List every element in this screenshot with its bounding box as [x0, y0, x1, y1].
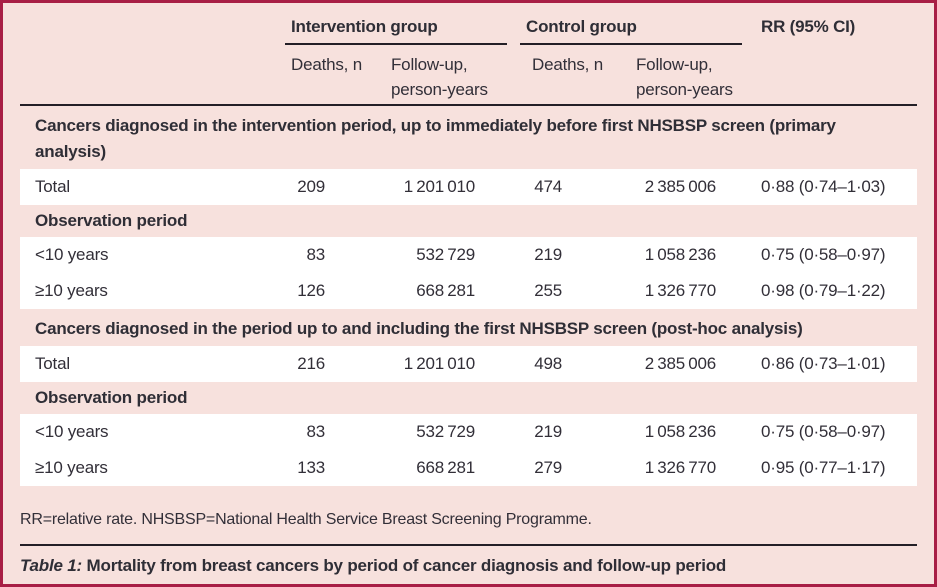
deaths-control: 474: [534, 177, 562, 196]
subsection-title: Observation period: [35, 388, 188, 407]
personyears-intervention: 668 281: [416, 458, 475, 477]
col-header-followup-control: Follow-up, person-years: [630, 45, 755, 106]
rr-value: 0·75 (0·58–0·97): [761, 422, 886, 441]
table-caption-number: Table 1:: [20, 556, 83, 575]
deaths-intervention: 133: [297, 458, 325, 477]
personyears-intervention: 1 201 010: [403, 177, 475, 196]
rr-value: 0·75 (0·58–0·97): [761, 245, 886, 264]
personyears-intervention: 1 201 010: [403, 354, 475, 373]
deaths-intervention: 83: [306, 245, 325, 264]
table-row: ≥10 years 133 668 281 279 1 326 770 0·95…: [20, 450, 917, 486]
deaths-control: 255: [534, 281, 562, 300]
deaths-control: 219: [534, 422, 562, 441]
deaths-control: 498: [534, 354, 562, 373]
subsection-header-observation-period: Observation period: [20, 382, 917, 414]
section-title: Cancers diagnosed in the intervention pe…: [35, 116, 836, 161]
col-header-deaths-control: Deaths, n: [520, 45, 630, 106]
empty-rr-subheader-cell: [755, 45, 917, 106]
empty-subheader-cell: [20, 45, 285, 106]
personyears-intervention: 668 281: [416, 281, 475, 300]
row-label: <10 years: [35, 422, 109, 441]
control-group-header: Control group: [520, 17, 742, 45]
table-row: <10 years 83 532 729 219 1 058 236 0·75 …: [20, 414, 917, 450]
rr-header: RR (95% CI): [761, 17, 856, 36]
personyears-control: 1 058 236: [644, 245, 716, 264]
row-label: ≥10 years: [35, 458, 108, 477]
section-header-primary: Cancers diagnosed in the intervention pe…: [20, 105, 917, 169]
column-header-row: Deaths, n Follow-up, person-years Deaths…: [20, 45, 917, 106]
rr-value: 0·88 (0·74–1·03): [761, 177, 886, 196]
subsection-title: Observation period: [35, 211, 188, 230]
personyears-intervention: 532 729: [416, 422, 475, 441]
row-label: ≥10 years: [35, 281, 108, 300]
row-label: <10 years: [35, 245, 109, 264]
deaths-intervention: 209: [297, 177, 325, 196]
empty-header-cell: [20, 11, 285, 45]
row-label: Total: [35, 354, 70, 373]
personyears-control: 2 385 006: [644, 354, 716, 373]
deaths-intervention: 126: [297, 281, 325, 300]
deaths-control: 279: [534, 458, 562, 477]
caption-divider: [20, 544, 917, 546]
control-group-header-cell: Control group: [520, 11, 755, 45]
personyears-intervention: 532 729: [416, 245, 475, 264]
personyears-control: 1 326 770: [644, 281, 716, 300]
deaths-control: 219: [534, 245, 562, 264]
col-header-followup-intervention: Follow-up, person-years: [385, 45, 520, 106]
table-row: ≥10 years 126 668 281 255 1 326 770 0·98…: [20, 273, 917, 309]
mortality-table: Intervention group Control group RR (95%…: [20, 11, 917, 486]
deaths-intervention: 216: [297, 354, 325, 373]
rr-value: 0·86 (0·73–1·01): [761, 354, 886, 373]
table-caption-text: Mortality from breast cancers by period …: [86, 556, 727, 575]
rr-value: 0·98 (0·79–1·22): [761, 281, 886, 300]
section-title: Cancers diagnosed in the period up to an…: [35, 319, 803, 338]
deaths-intervention: 83: [306, 422, 325, 441]
row-label: Total: [35, 177, 70, 196]
subsection-header-observation-period: Observation period: [20, 205, 917, 237]
table-row: Total 216 1 201 010 498 2 385 006 0·86 (…: [20, 346, 917, 382]
table-row: <10 years 83 532 729 219 1 058 236 0·75 …: [20, 237, 917, 273]
personyears-control: 2 385 006: [644, 177, 716, 196]
table-footnote: RR=relative rate. NHSBSP=National Health…: [20, 511, 592, 528]
personyears-control: 1 058 236: [644, 422, 716, 441]
intervention-group-header-cell: Intervention group: [285, 11, 520, 45]
intervention-group-header: Intervention group: [285, 17, 507, 45]
section-header-posthoc: Cancers diagnosed in the period up to an…: [20, 309, 917, 346]
table-row: Total 209 1 201 010 474 2 385 006 0·88 (…: [20, 169, 917, 205]
personyears-control: 1 326 770: [644, 458, 716, 477]
col-header-deaths-intervention: Deaths, n: [285, 45, 385, 106]
table-caption: Table 1: Mortality from breast cancers b…: [20, 556, 917, 576]
group-header-row: Intervention group Control group RR (95%…: [20, 11, 917, 45]
rr-value: 0·95 (0·77–1·17): [761, 458, 886, 477]
